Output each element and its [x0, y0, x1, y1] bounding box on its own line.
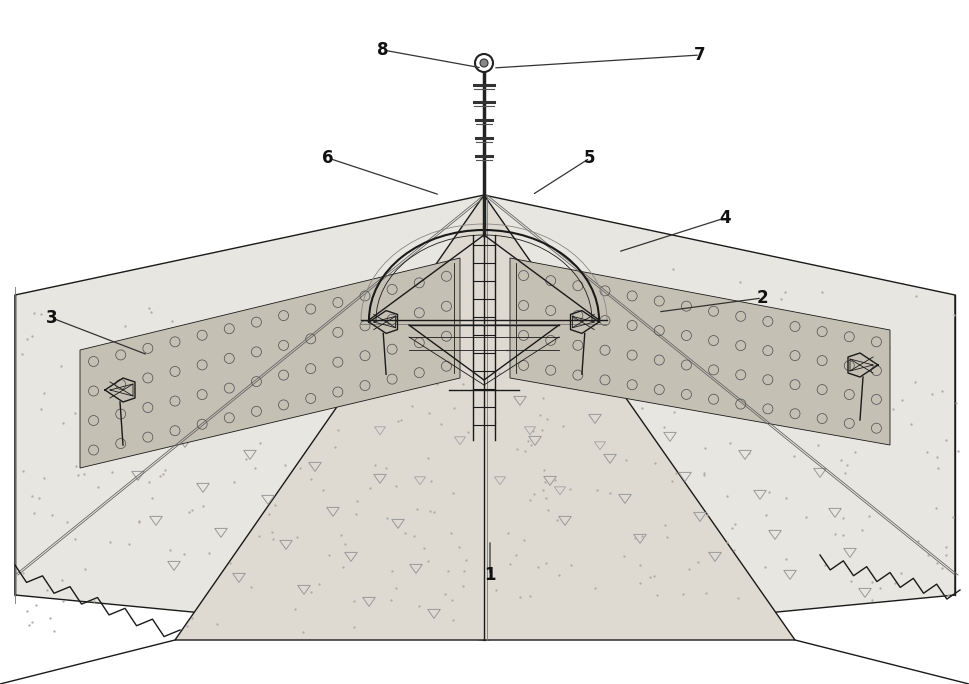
Text: 6: 6 — [323, 149, 333, 167]
Polygon shape — [175, 195, 795, 640]
Polygon shape — [15, 195, 484, 640]
Text: 7: 7 — [694, 46, 705, 64]
Text: 4: 4 — [719, 209, 731, 227]
Circle shape — [475, 54, 493, 72]
Text: 3: 3 — [47, 309, 58, 327]
Text: 2: 2 — [756, 289, 767, 307]
Text: 8: 8 — [377, 41, 389, 59]
Polygon shape — [484, 195, 955, 640]
Polygon shape — [510, 258, 890, 445]
Text: 1: 1 — [484, 566, 496, 584]
Text: 5: 5 — [584, 149, 596, 167]
Circle shape — [480, 59, 488, 67]
Polygon shape — [80, 258, 460, 468]
